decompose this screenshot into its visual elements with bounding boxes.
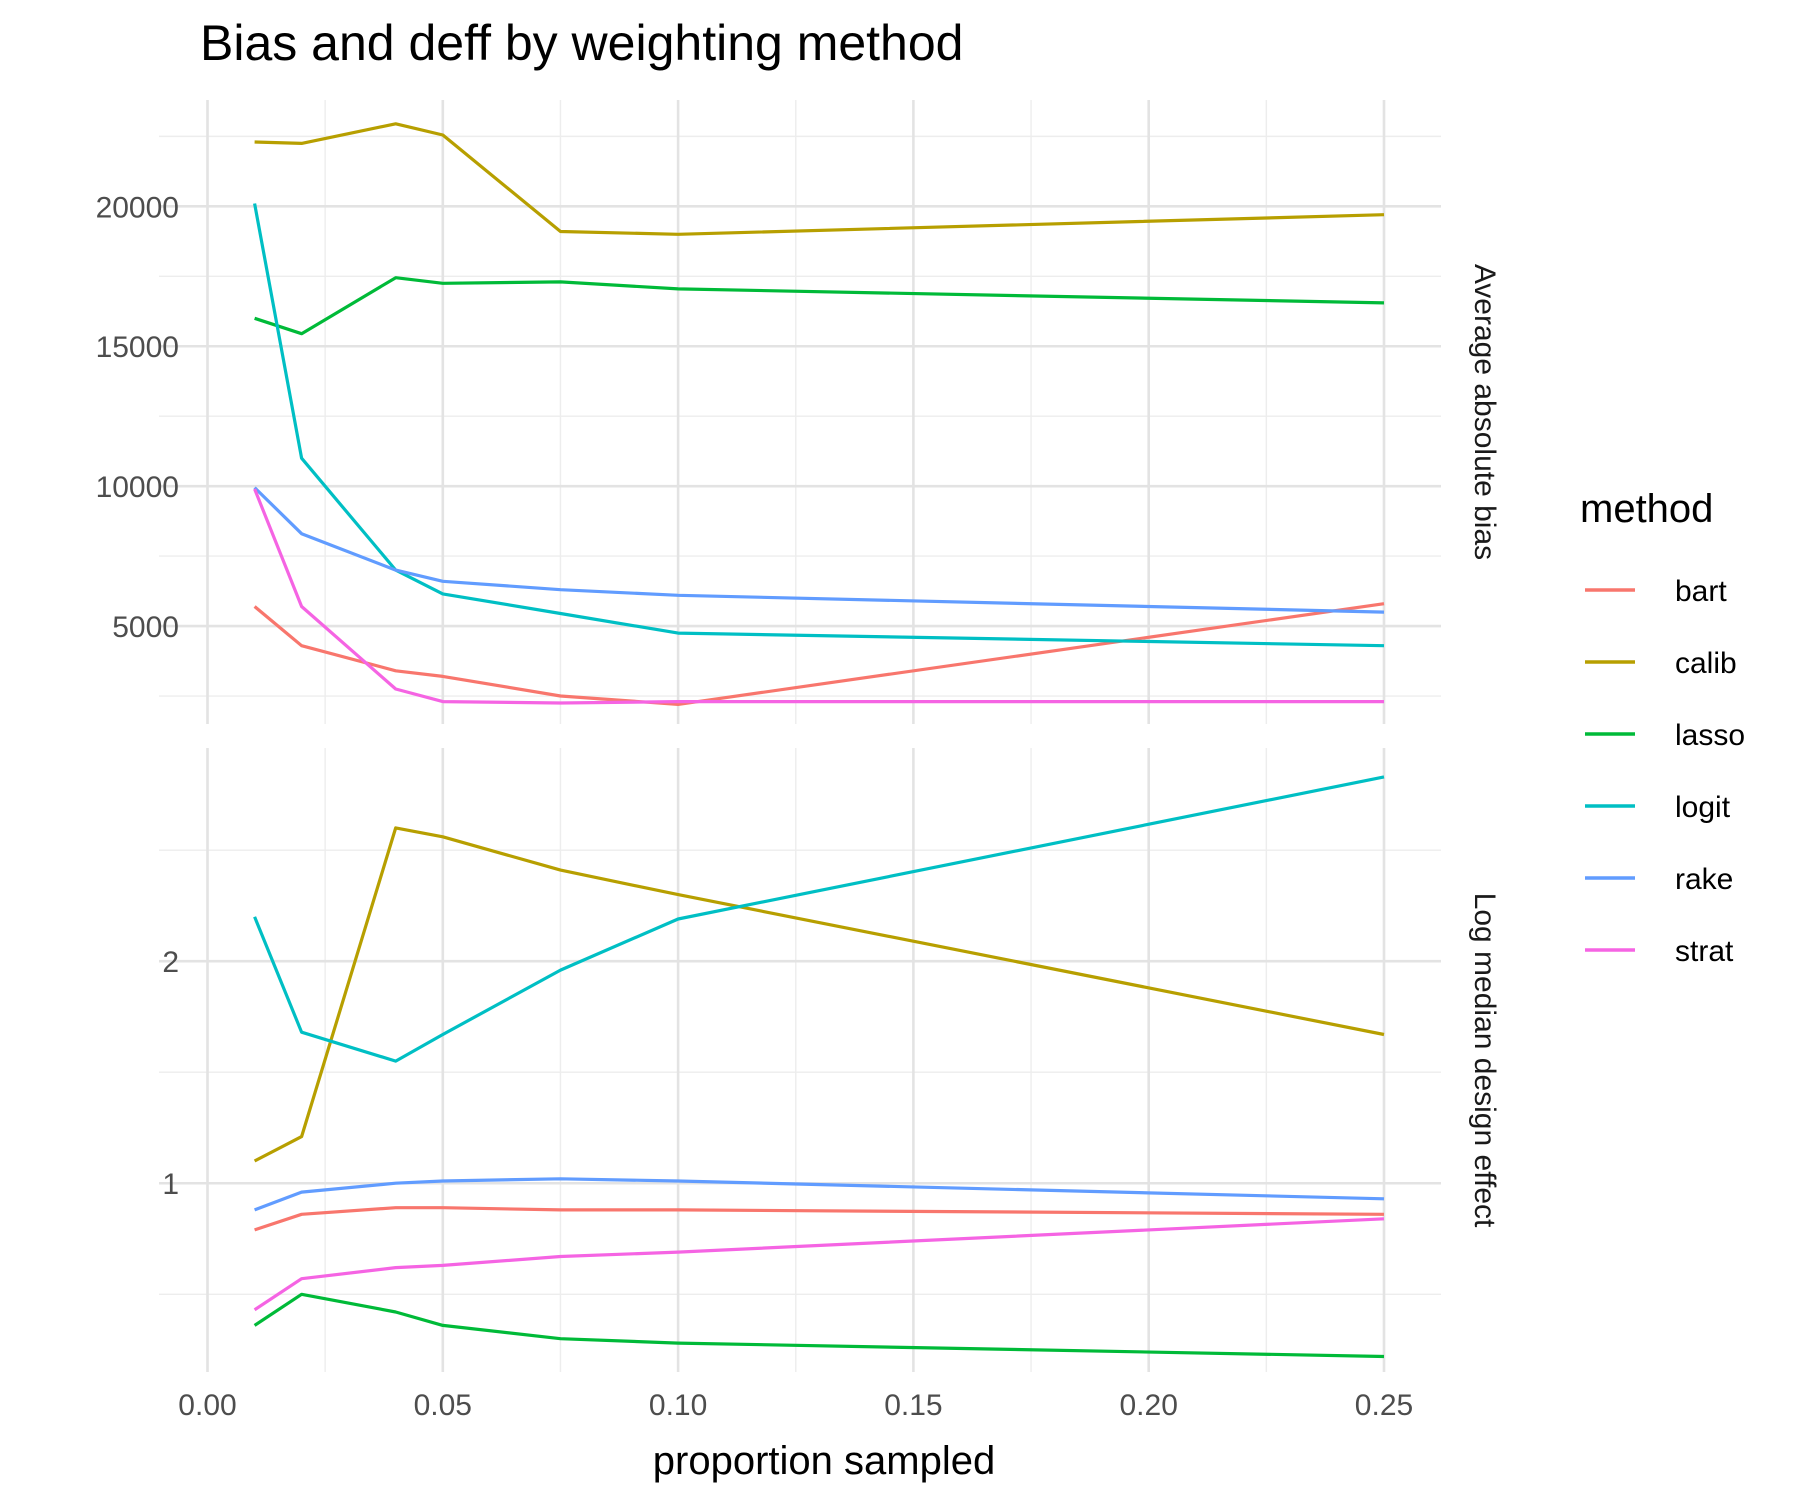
legend-label-bart: bart bbox=[1675, 575, 1727, 608]
series-line-strat bbox=[253, 488, 1384, 705]
y-tick-label: 2 bbox=[162, 946, 179, 979]
x-axis-title: proportion sampled bbox=[653, 1439, 995, 1483]
series-line-bart bbox=[253, 602, 1385, 707]
x-tick-label: 0.00 bbox=[178, 1389, 236, 1422]
series-line-strat bbox=[253, 1217, 1385, 1312]
x-tick-label: 0.05 bbox=[414, 1389, 472, 1422]
x-tick-label: 0.20 bbox=[1120, 1389, 1178, 1422]
panel-strip-label: Average absolute bias bbox=[1468, 264, 1501, 560]
legend-label-rake: rake bbox=[1675, 863, 1733, 896]
legend-label-calib: calib bbox=[1675, 647, 1737, 680]
series-line-lasso bbox=[253, 1292, 1385, 1359]
legend-label-logit: logit bbox=[1675, 791, 1731, 824]
panel-average-absolute-bias: 5000 10000 15000 20000 Average absolute bias bbox=[96, 100, 1501, 724]
legend-title: method bbox=[1580, 487, 1713, 531]
panel-log-median-design-effect: 1 2 Log median design effect bbox=[159, 748, 1501, 1372]
series-line-logit bbox=[253, 203, 1385, 648]
legend-label-lasso: lasso bbox=[1675, 719, 1745, 752]
y-tick-label: 10000 bbox=[96, 471, 179, 504]
x-tick-label: 0.15 bbox=[884, 1389, 942, 1422]
y-tick-label: 5000 bbox=[112, 611, 179, 644]
y-tick-label: 20000 bbox=[96, 191, 179, 224]
series-line-calib bbox=[254, 122, 1385, 236]
y-tick-label: 15000 bbox=[96, 331, 179, 364]
series-line-rake bbox=[254, 1177, 1385, 1212]
panel-strip-label: Log median design effect bbox=[1468, 893, 1501, 1228]
series-line-logit bbox=[253, 775, 1385, 1063]
series-line-calib bbox=[253, 826, 1385, 1163]
series-line-bart bbox=[254, 1206, 1385, 1232]
legend: bart calib lasso logit rake strat bbox=[1585, 575, 1745, 968]
series-line-lasso bbox=[254, 276, 1385, 336]
x-tick-label: 0.10 bbox=[649, 1389, 707, 1422]
x-tick-label: 0.25 bbox=[1355, 1389, 1413, 1422]
y-tick-label: 1 bbox=[162, 1168, 179, 1201]
legend-label-strat: strat bbox=[1675, 935, 1734, 968]
chart-title: Bias and deff by weighting method bbox=[200, 15, 963, 71]
series-line-rake bbox=[253, 486, 1385, 614]
